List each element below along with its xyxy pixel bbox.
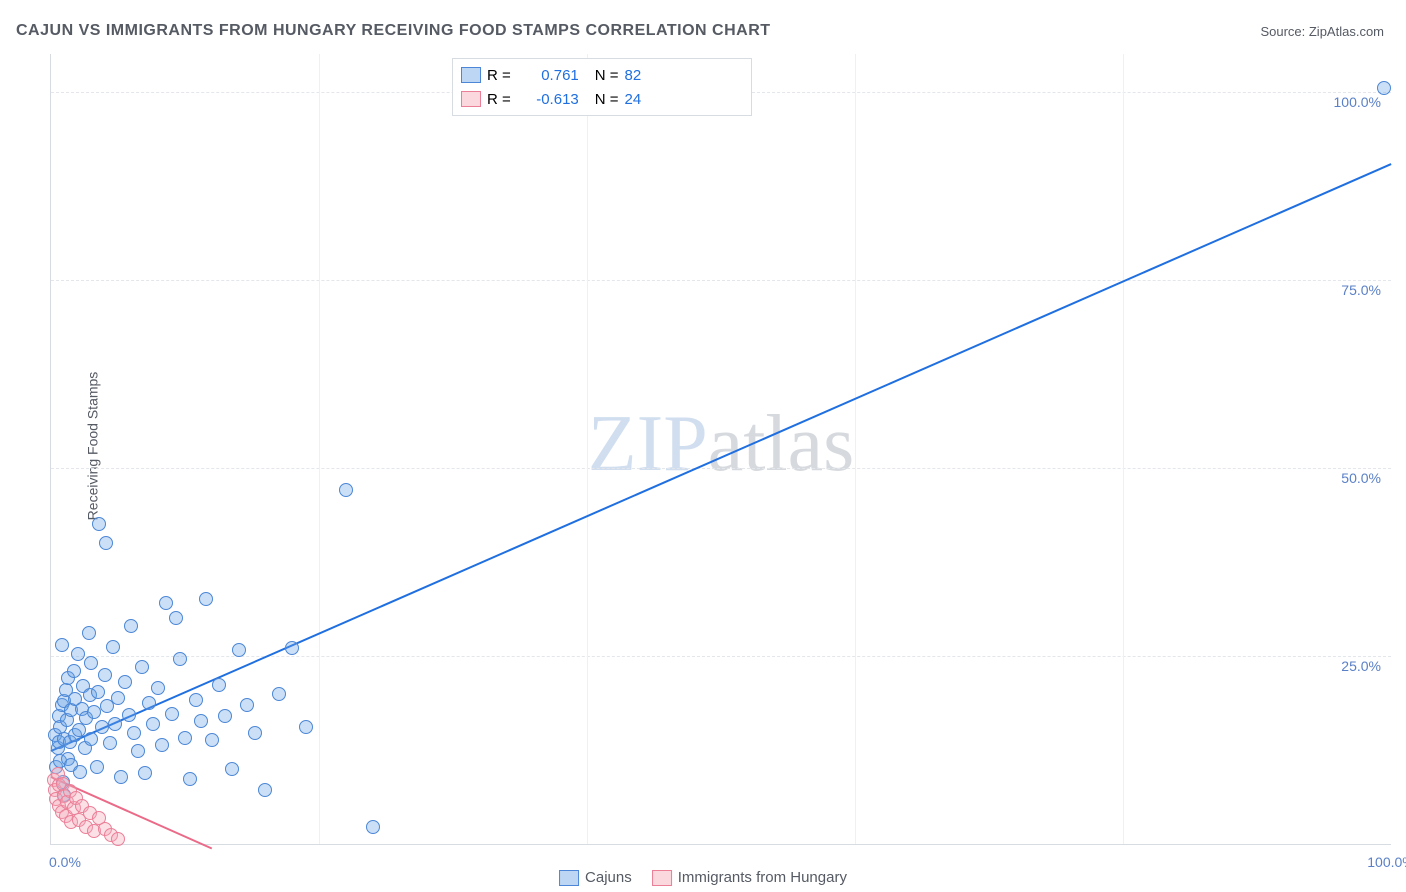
scatter-point [240,698,254,712]
y-tick-label: 50.0% [1341,470,1381,486]
scatter-point [285,641,299,655]
scatter-point [183,772,197,786]
scatter-point [169,611,183,625]
scatter-point [71,647,85,661]
scatter-point [92,517,106,531]
gridline-h [51,468,1391,469]
scatter-point [90,760,104,774]
r-value-series2: -0.613 [517,91,579,108]
scatter-point [218,709,232,723]
scatter-point [124,619,138,633]
scatter-point [1377,81,1391,95]
scatter-point [155,738,169,752]
scatter-point [212,678,226,692]
scatter-point [82,626,96,640]
legend-row-series2: R = -0.613 N = 24 [461,87,743,111]
scatter-point [299,720,313,734]
scatter-point [142,696,156,710]
scatter-point [127,726,141,740]
scatter-point [178,731,192,745]
swatch-series2 [461,91,481,107]
scatter-point [84,732,98,746]
chart-title: CAJUN VS IMMIGRANTS FROM HUNGARY RECEIVI… [16,22,771,40]
gridline-h [51,280,1391,281]
scatter-point [106,640,120,654]
scatter-point [87,705,101,719]
scatter-point [98,668,112,682]
scatter-point [135,660,149,674]
y-tick-label: 25.0% [1341,658,1381,674]
series-legend: Cajuns Immigrants from Hungary [559,869,847,886]
gridline-v [1123,54,1124,844]
scatter-point [194,714,208,728]
scatter-point [99,536,113,550]
gridline-v [587,54,588,844]
scatter-point [258,783,272,797]
scatter-point [122,708,136,722]
scatter-point [84,656,98,670]
legend-row-series1: R = 0.761 N = 82 [461,63,743,87]
r-label: R = [487,67,511,84]
watermark-part2: atlas [708,400,855,488]
watermark: ZIPatlas [588,399,855,490]
scatter-plot-area: ZIPatlas 25.0%50.0%75.0%100.0%0.0%100.0% [50,54,1391,845]
n-label: N = [595,67,619,84]
scatter-point [272,687,286,701]
scatter-point [225,762,239,776]
r-label: R = [487,91,511,108]
n-value-series2: 24 [625,91,642,108]
correlation-legend: R = 0.761 N = 82 R = -0.613 N = 24 [452,58,752,116]
legend-label-series1: Cajuns [585,869,632,886]
n-value-series1: 82 [625,67,642,84]
scatter-point [146,717,160,731]
scatter-point [111,832,125,846]
y-tick-label: 75.0% [1341,282,1381,298]
scatter-point [67,664,81,678]
scatter-point [91,685,105,699]
scatter-point [131,744,145,758]
scatter-point [248,726,262,740]
gridline-h [51,656,1391,657]
gridline-v [319,54,320,844]
swatch-series1 [559,870,579,886]
x-tick-label: 0.0% [49,854,81,870]
scatter-point [199,592,213,606]
legend-item-series2: Immigrants from Hungary [652,869,847,886]
source-attribution: Source: ZipAtlas.com [1260,24,1384,39]
swatch-series1 [461,67,481,83]
n-label: N = [595,91,619,108]
y-tick-label: 100.0% [1334,94,1381,110]
scatter-point [366,820,380,834]
scatter-point [138,766,152,780]
scatter-point [173,652,187,666]
legend-item-series1: Cajuns [559,869,632,886]
scatter-point [103,736,117,750]
swatch-series2 [652,870,672,886]
scatter-point [189,693,203,707]
scatter-point [73,765,87,779]
scatter-point [159,596,173,610]
scatter-point [108,717,122,731]
scatter-point [232,643,246,657]
scatter-point [118,675,132,689]
scatter-point [55,638,69,652]
scatter-point [165,707,179,721]
scatter-point [339,483,353,497]
r-value-series1: 0.761 [517,67,579,84]
gridline-v [855,54,856,844]
scatter-point [205,733,219,747]
watermark-part1: ZIP [588,400,708,488]
regression-line [51,163,1392,752]
scatter-point [114,770,128,784]
scatter-point [151,681,165,695]
x-tick-label: 100.0% [1367,854,1406,870]
scatter-point [111,691,125,705]
legend-label-series2: Immigrants from Hungary [678,869,847,886]
scatter-point [95,720,109,734]
